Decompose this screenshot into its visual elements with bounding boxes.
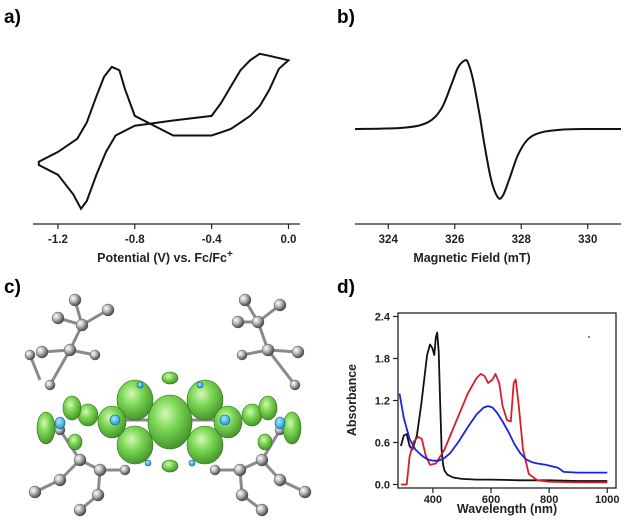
atom-ball <box>45 380 55 390</box>
panel-b-x-tick-label: 328 <box>512 234 532 246</box>
panel-b-x-tick-label: 326 <box>445 234 464 246</box>
panel-d-y-tick-label: 0.0 <box>375 480 390 492</box>
atom-ball <box>274 299 286 311</box>
panel-label-b: b) <box>337 7 355 28</box>
atom-ball <box>54 474 66 486</box>
panel-c-spin-density-structure <box>25 294 311 516</box>
stray-dot <box>588 336 590 338</box>
atom-ball <box>74 504 86 516</box>
atom-ball <box>102 304 114 316</box>
atom-ball <box>74 454 86 466</box>
atom-ball <box>299 486 311 498</box>
panel-a-x-tick-label: -0.4 <box>202 234 222 246</box>
atom-ball <box>234 464 246 476</box>
atom-ball <box>256 504 268 516</box>
atom-ball <box>120 465 130 475</box>
panel-b-x-tick-label: 330 <box>578 234 597 246</box>
atom-ball <box>210 465 220 475</box>
panel-d-y-tick-label: 1.8 <box>375 354 390 366</box>
atom-ball <box>52 312 64 324</box>
atom-ball <box>236 489 248 501</box>
atom-ball <box>232 316 244 328</box>
panel-d-y-tick-label: 1.2 <box>375 396 390 408</box>
atom-ball <box>292 346 304 358</box>
panel-a-x-tick-label: 0.0 <box>280 234 296 246</box>
atom-ball <box>69 294 81 306</box>
panel-d-x-tick-label: 400 <box>424 494 442 506</box>
panel-b-epr-spectrum: 324 326 328 330 Magnetic Field (mT) <box>355 60 621 265</box>
atom-ball <box>256 454 268 466</box>
panel-label-d: d) <box>337 277 355 298</box>
panel-label-a: a) <box>4 7 21 28</box>
atom-ball <box>252 316 264 328</box>
atom-ball <box>92 489 104 501</box>
panel-d-y-tick-label: 0.6 <box>375 438 390 450</box>
panel-a-cv-trace <box>39 54 289 209</box>
atom-ball <box>29 486 41 498</box>
panel-b-x-axis-label: Magnetic Field (mT) <box>413 251 530 265</box>
panel-d-plot-frame <box>398 313 616 488</box>
atom-ball <box>64 344 76 356</box>
panel-d-x-tick-label: 1000 <box>595 494 619 506</box>
panel-d-series-2 <box>401 374 607 485</box>
atom-ball <box>290 380 300 390</box>
panel-a-x-tick-label: -0.8 <box>125 234 145 246</box>
panel-a-cyclic-voltammogram: -1.2 -0.8 -0.4 0.0 Potential (V) vs. Fc/Fc+ <box>33 54 300 265</box>
atom-ball <box>76 319 88 331</box>
atom-ball <box>25 350 35 360</box>
panel-d-y-tick-label: 2.4 <box>375 312 391 324</box>
panel-d-x-axis-label: Wavelength (nm) <box>457 502 557 516</box>
panel-b-x-tick-label: 324 <box>379 234 399 246</box>
panel-a-x-axis-label: Potential (V) vs. Fc/Fc+ <box>97 249 233 265</box>
atom-ball <box>262 344 274 356</box>
panel-d-y-axis-label: Absorbance <box>345 364 359 436</box>
atom-ball <box>90 350 100 360</box>
atom-ball <box>36 346 48 358</box>
panel-a-x-tick-label: -1.2 <box>48 234 68 246</box>
panel-d-series-1 <box>401 333 607 481</box>
atom-ball <box>239 294 251 306</box>
panel-label-c: c) <box>4 277 21 298</box>
atom-ball <box>237 350 247 360</box>
panel-b-epr-trace <box>355 60 621 199</box>
atom-ball <box>94 464 106 476</box>
atom-ball <box>274 474 286 486</box>
